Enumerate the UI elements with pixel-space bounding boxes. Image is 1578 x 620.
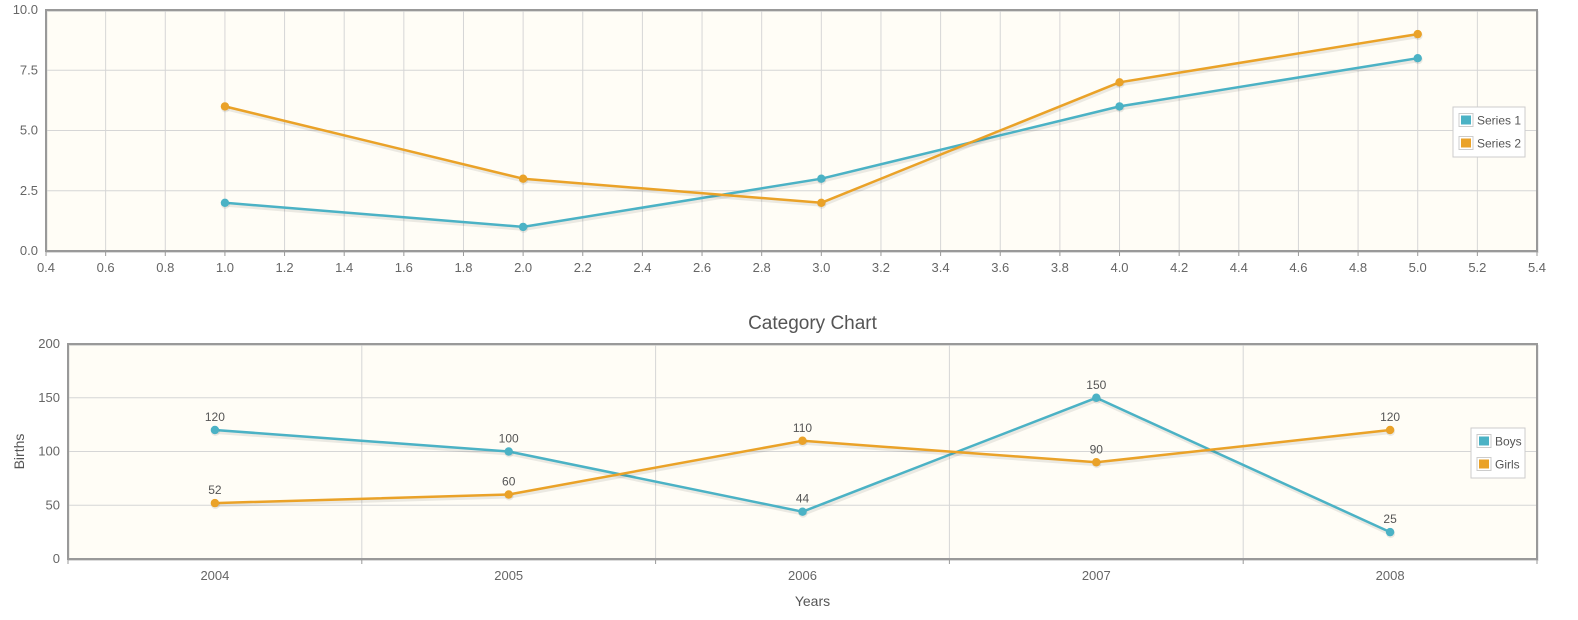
xy-line-chart: 0.4 0.6 0.8 1.0 1.2 1.4 1.6 1.8 2.0 2.2 2.4 2.6 2.8 3… — [13, 2, 1546, 275]
x-tick-label: 2.2 — [574, 260, 592, 275]
x-tick-label: 4.4 — [1230, 260, 1248, 275]
x-category-label-2004: 2004 — [200, 568, 229, 583]
data-label-girls-2004: 52 — [208, 483, 222, 497]
x-tick-label: 1.4 — [335, 260, 353, 275]
y-tick-label: 200 — [38, 336, 60, 351]
data-point-series-2-5[interactable] — [1413, 29, 1422, 39]
data-point-series-1-1[interactable] — [220, 198, 230, 207]
y-tick-label: 0 — [53, 551, 60, 566]
data-point-series-1-3[interactable] — [817, 174, 826, 183]
y-tick-label: 10.0 — [13, 2, 38, 17]
data-point-series-2-1[interactable] — [220, 102, 230, 111]
x-category-label-2006: 2006 — [788, 568, 817, 583]
x-tick-label: 1.6 — [395, 260, 413, 275]
y-tick-label: 100 — [38, 444, 60, 459]
y-tick-label: 150 — [38, 390, 60, 405]
data-point-boys-3[interactable] — [798, 507, 807, 516]
data-point-boys-1[interactable] — [210, 425, 220, 435]
x-tick-label: 2.4 — [633, 260, 651, 275]
x-tick-label: 3.4 — [932, 260, 950, 275]
legend-swatch-girls — [1479, 459, 1489, 469]
x-tick-label: 0.4 — [37, 260, 55, 275]
x-tick-label: 4.6 — [1289, 260, 1307, 275]
data-point-series-2-4[interactable] — [1115, 78, 1124, 87]
x-tick-label: 2.6 — [693, 260, 711, 275]
x-category-label-2007: 2007 — [1082, 568, 1111, 583]
data-point-girls-4[interactable] — [1092, 458, 1101, 467]
x-tick-label: 4.8 — [1349, 260, 1367, 275]
x-category-label-2008: 2008 — [1376, 568, 1405, 583]
legend: Series 1 Series 2 — [1452, 106, 1526, 158]
x-tick-label: 3.8 — [1051, 260, 1069, 275]
data-point-boys-2[interactable] — [504, 447, 513, 456]
x-tick-label: 1.8 — [454, 260, 472, 275]
legend-label-series-1: Series 1 — [1477, 114, 1521, 128]
x-tick-label: 2.0 — [514, 260, 532, 275]
data-label-boys-2006: 44 — [796, 492, 810, 506]
x-tick-label: 4.2 — [1170, 260, 1188, 275]
y-axis-title: Births — [11, 434, 27, 470]
data-point-series-1-5[interactable] — [1413, 54, 1422, 63]
category-line-chart: Category Chart 2004 2005 2006 2007 2008 0 50 100… — [11, 313, 1539, 609]
data-label-boys-2008: 25 — [1383, 512, 1397, 526]
legend-swatch-series-2 — [1461, 138, 1471, 148]
y-tick-label: 2.5 — [20, 183, 38, 198]
y-tick-label: 50 — [46, 497, 60, 512]
y-tick-label: 0.0 — [20, 243, 38, 258]
plot-border — [67, 343, 1538, 560]
data-label-girls-2005: 60 — [502, 475, 516, 489]
data-label-boys-2007: 150 — [1086, 378, 1106, 392]
x-tick-label: 3.0 — [812, 260, 830, 275]
y-tick-label: 7.5 — [20, 62, 38, 77]
data-point-series-2-2[interactable] — [518, 174, 528, 183]
x-tick-label: 5.2 — [1468, 260, 1486, 275]
legend-swatch-boys — [1479, 436, 1489, 446]
legend-label-girls: Girls — [1495, 458, 1520, 472]
data-point-girls-3[interactable] — [798, 436, 807, 445]
y-tick-label: 5.0 — [20, 123, 38, 138]
data-point-series-1-2[interactable] — [518, 222, 528, 232]
data-point-girls-1[interactable] — [210, 498, 220, 508]
x-tick-label: 3.2 — [872, 260, 890, 275]
x-tick-label: 5.4 — [1528, 260, 1546, 275]
data-label-girls-2006: 110 — [793, 421, 812, 435]
data-label-boys-2004: 120 — [205, 410, 225, 424]
data-point-series-2-3[interactable] — [817, 198, 826, 207]
data-label-boys-2005: 100 — [499, 432, 519, 446]
data-point-boys-4[interactable] — [1092, 393, 1101, 402]
x-tick-label: 3.6 — [991, 260, 1009, 275]
x-tick-label: 4.0 — [1110, 260, 1128, 275]
data-point-series-1-4[interactable] — [1115, 102, 1124, 111]
data-point-boys-5[interactable] — [1385, 527, 1395, 537]
chart-title: Category Chart — [748, 313, 878, 334]
x-tick-label: 0.6 — [97, 260, 115, 275]
x-tick-label: 0.8 — [156, 260, 174, 275]
x-tick-label: 2.8 — [753, 260, 771, 275]
data-point-girls-5[interactable] — [1385, 425, 1395, 435]
x-tick-label: 5.0 — [1409, 260, 1427, 275]
plot-border — [45, 9, 1538, 252]
x-axis-title: Years — [795, 593, 830, 609]
data-label-girls-2008: 120 — [1380, 410, 1400, 424]
data-label-girls-2007: 90 — [1090, 442, 1104, 456]
x-tick-label: 1.0 — [216, 260, 234, 275]
legend-label-series-2: Series 2 — [1477, 137, 1521, 151]
x-category-label-2005: 2005 — [494, 568, 523, 583]
legend-swatch-series-1 — [1461, 115, 1471, 125]
data-point-girls-2[interactable] — [504, 490, 513, 499]
legend-label-boys: Boys — [1495, 435, 1522, 449]
legend: Boys Girls — [1470, 427, 1526, 479]
x-tick-label: 1.2 — [276, 260, 294, 275]
